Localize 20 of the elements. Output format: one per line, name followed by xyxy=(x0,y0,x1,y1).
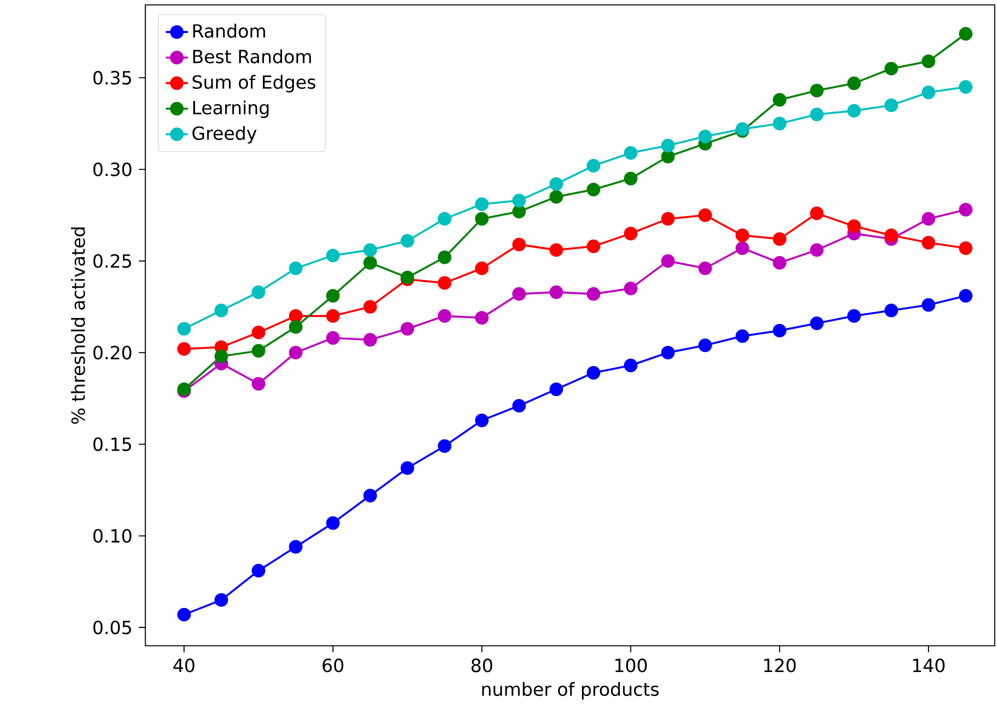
legend-label: Sum of Edges xyxy=(192,74,316,92)
legend-label: Greedy xyxy=(192,126,257,144)
y-axis-title: % threshold activated xyxy=(71,227,86,424)
x-tick-label: 60 xyxy=(322,658,344,672)
legend-label: Learning xyxy=(193,100,269,118)
y-tick-label: 0.30 xyxy=(93,162,132,176)
x-tick-label: 80 xyxy=(472,658,492,672)
legend-label: Best Random xyxy=(193,49,311,64)
x-tick-label: 120 xyxy=(764,658,796,672)
x-tick-label: 100 xyxy=(615,658,647,672)
x-axis-title: number of products xyxy=(482,682,659,700)
y-tick-label: 0.35 xyxy=(93,70,131,84)
y-tick-label: 0.20 xyxy=(93,346,132,360)
legend-label: Random xyxy=(193,24,265,38)
x-tick-label: 40 xyxy=(173,658,194,672)
y-tick-label: 0.05 xyxy=(93,620,131,634)
y-tick-label: 0.10 xyxy=(93,528,132,542)
y-tick-label: 0.25 xyxy=(93,254,131,268)
y-tick-label: 0.15 xyxy=(93,437,131,451)
x-tick-label: 140 xyxy=(913,658,945,672)
